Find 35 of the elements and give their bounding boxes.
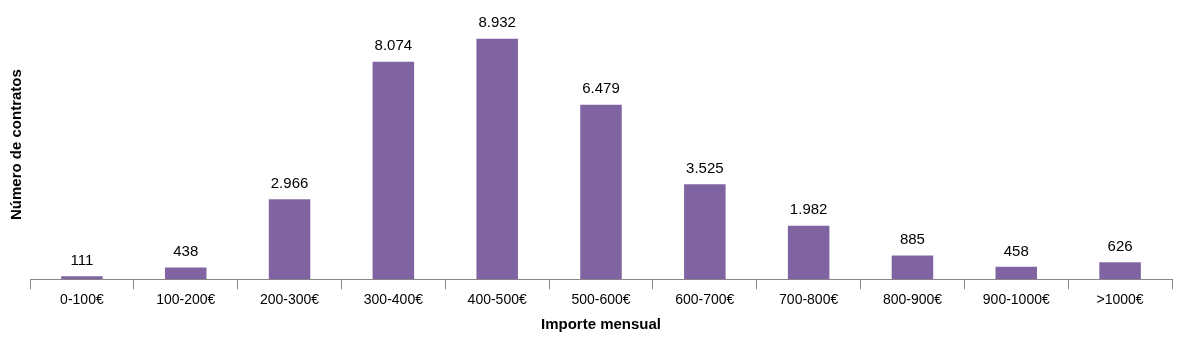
- bar: [1099, 262, 1141, 280]
- data-label: 458: [1003, 241, 1029, 259]
- bar: [891, 255, 934, 280]
- x-tick-label: 0-100€: [60, 291, 104, 308]
- data-label: 3.525: [686, 158, 724, 176]
- data-label: 885: [899, 230, 925, 248]
- data-label: 8.932: [478, 13, 516, 31]
- y-axis-title: Número de contratos: [7, 69, 25, 221]
- x-tick-label: 400-500€: [467, 291, 527, 308]
- data-label: 2.966: [270, 174, 309, 191]
- x-tick-label: >1000€: [1096, 291, 1144, 308]
- x-tick-label: 200-300€: [259, 291, 320, 308]
- bar: [61, 276, 103, 280]
- data-label: 1.982: [789, 200, 828, 218]
- bar: [995, 266, 1038, 280]
- x-tick-label: 500-600€: [571, 291, 631, 308]
- x-axis-title: Importe mensual: [540, 315, 662, 333]
- bar: [476, 38, 518, 280]
- data-label: 6.479: [582, 79, 620, 97]
- bar: [164, 267, 207, 280]
- x-tick-label: 800-900€: [882, 291, 943, 308]
- data-label: 8.074: [374, 36, 413, 54]
- x-tick-label: 900-1000€: [982, 291, 1050, 308]
- x-tick-label: 600-700€: [675, 291, 735, 308]
- data-label: 438: [173, 242, 199, 260]
- bar: [372, 61, 415, 280]
- x-tick-label: 700-800€: [779, 291, 839, 308]
- bar: [684, 184, 726, 280]
- bar: [580, 104, 622, 280]
- bar: [268, 199, 311, 280]
- data-label: 626: [1107, 236, 1133, 254]
- data-label: 111: [70, 250, 94, 268]
- bar: [787, 225, 830, 280]
- x-tick-label: 300-400€: [363, 291, 424, 308]
- x-tick-label: 100-200€: [156, 291, 216, 308]
